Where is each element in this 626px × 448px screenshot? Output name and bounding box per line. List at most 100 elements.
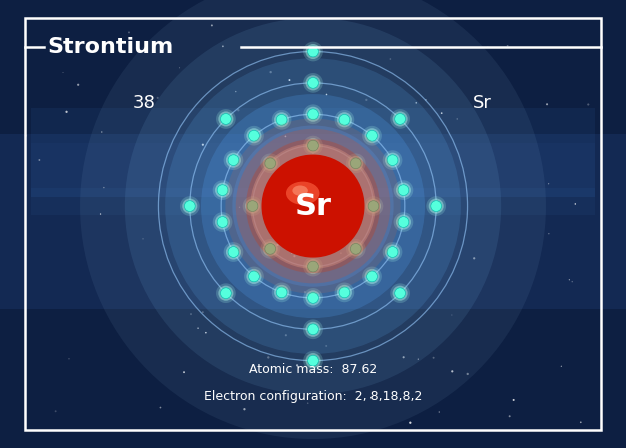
- Circle shape: [337, 112, 352, 127]
- Bar: [0, 408, 626, 412]
- Circle shape: [305, 107, 321, 122]
- Circle shape: [232, 125, 394, 287]
- Circle shape: [394, 180, 413, 200]
- Bar: [0, 296, 626, 300]
- Circle shape: [393, 112, 408, 126]
- Circle shape: [244, 267, 264, 286]
- Bar: [0, 291, 626, 296]
- Point: [280, 133, 290, 140]
- Circle shape: [223, 242, 244, 262]
- Circle shape: [247, 128, 262, 143]
- Point: [193, 325, 203, 332]
- Bar: [0, 170, 626, 175]
- Circle shape: [243, 196, 262, 216]
- Point: [503, 42, 513, 49]
- Bar: [0, 399, 626, 403]
- Circle shape: [305, 353, 321, 368]
- Text: Atomic mass:  87.62: Atomic mass: 87.62: [249, 363, 377, 376]
- Circle shape: [249, 130, 259, 141]
- Point: [463, 370, 473, 378]
- Bar: [0, 390, 626, 394]
- Point: [309, 236, 319, 243]
- Circle shape: [228, 246, 239, 257]
- Circle shape: [396, 215, 411, 229]
- Bar: [0, 426, 626, 430]
- Circle shape: [385, 153, 400, 168]
- Point: [321, 342, 331, 349]
- Circle shape: [362, 126, 382, 146]
- Circle shape: [260, 239, 280, 258]
- Bar: [0, 188, 626, 193]
- Point: [97, 129, 107, 136]
- Circle shape: [303, 257, 323, 276]
- Circle shape: [217, 217, 228, 228]
- Point: [483, 43, 493, 51]
- Bar: [0, 327, 626, 332]
- Bar: [0, 242, 626, 246]
- Circle shape: [334, 283, 354, 302]
- Bar: [0, 90, 626, 94]
- Bar: [0, 112, 626, 116]
- Bar: [0, 336, 626, 340]
- Circle shape: [307, 324, 319, 335]
- Point: [138, 235, 148, 242]
- Circle shape: [307, 78, 319, 88]
- Bar: [0, 340, 626, 345]
- Bar: [0, 300, 626, 305]
- Circle shape: [305, 169, 321, 185]
- Point: [218, 43, 228, 50]
- Bar: [0, 439, 626, 444]
- Circle shape: [305, 290, 321, 306]
- Bar: [0, 121, 626, 125]
- Circle shape: [390, 109, 410, 129]
- Bar: [0, 381, 626, 385]
- Bar: [0, 202, 626, 206]
- Bar: [0, 99, 626, 103]
- Bar: [0, 36, 626, 40]
- Circle shape: [180, 196, 200, 216]
- Ellipse shape: [225, 118, 401, 294]
- Circle shape: [226, 153, 241, 168]
- Circle shape: [245, 198, 260, 214]
- Point: [434, 409, 444, 416]
- Point: [96, 211, 106, 218]
- Circle shape: [303, 73, 323, 93]
- Circle shape: [382, 151, 403, 170]
- Point: [124, 29, 134, 36]
- Point: [413, 356, 423, 363]
- Circle shape: [260, 154, 280, 173]
- Bar: [0, 81, 626, 85]
- Circle shape: [303, 319, 323, 339]
- Bar: [0, 45, 626, 49]
- Bar: [0, 67, 626, 72]
- Circle shape: [398, 185, 409, 195]
- Circle shape: [201, 94, 425, 318]
- Point: [470, 255, 480, 262]
- Circle shape: [351, 158, 361, 169]
- Point: [452, 116, 462, 123]
- Circle shape: [307, 293, 319, 303]
- Bar: [0, 0, 626, 4]
- Bar: [0, 220, 626, 224]
- Bar: [0, 444, 626, 448]
- Circle shape: [276, 287, 287, 298]
- Circle shape: [348, 156, 363, 171]
- Circle shape: [265, 243, 275, 254]
- Bar: [0, 85, 626, 90]
- Bar: [0, 376, 626, 381]
- Point: [289, 253, 299, 260]
- Circle shape: [337, 285, 352, 300]
- Point: [153, 94, 163, 101]
- Bar: [31, 143, 595, 197]
- Bar: [0, 385, 626, 390]
- Point: [303, 400, 313, 407]
- Bar: [31, 108, 595, 143]
- Bar: [0, 22, 626, 27]
- Circle shape: [351, 243, 361, 254]
- Point: [207, 22, 217, 29]
- Bar: [0, 125, 626, 130]
- Bar: [0, 108, 626, 112]
- Circle shape: [244, 126, 264, 146]
- Point: [99, 184, 109, 191]
- Bar: [0, 152, 626, 157]
